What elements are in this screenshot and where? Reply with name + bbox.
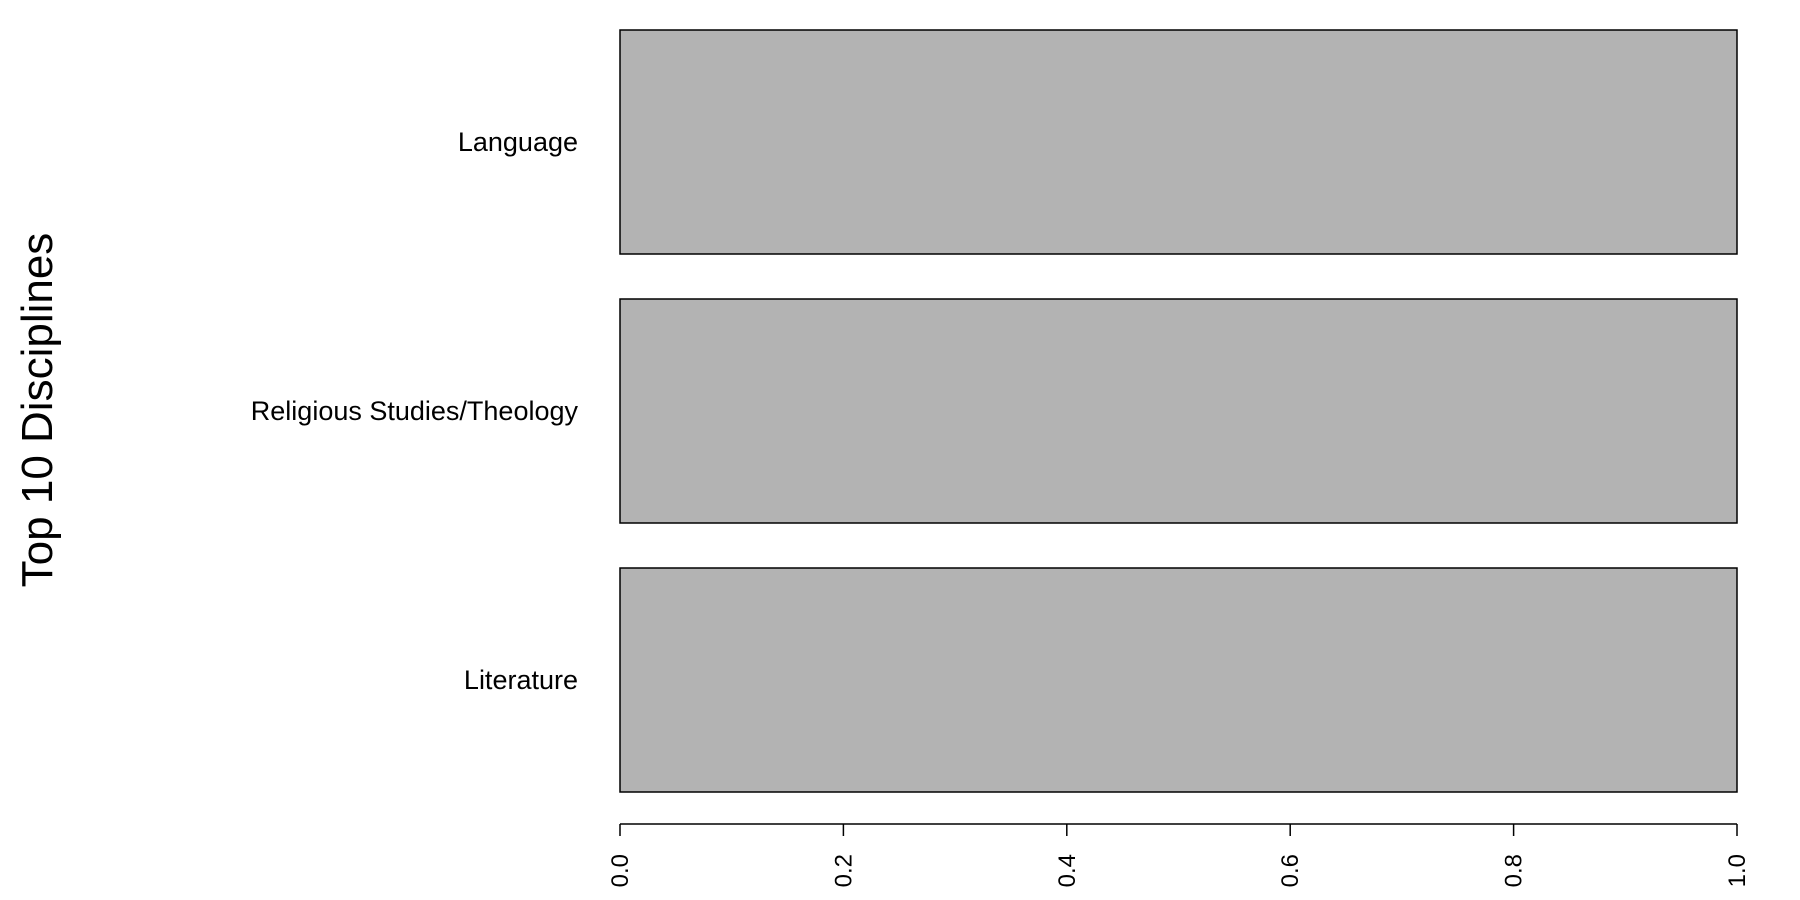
x-axis: 0.0 0.2 0.4 0.6 0.8 1.0 xyxy=(607,823,1751,887)
bars-group: Language Religious Studies/Theology Litera… xyxy=(251,29,1738,793)
category-label: Literature xyxy=(464,665,578,695)
category-label: Religious Studies/Theology xyxy=(251,396,579,426)
bar-language xyxy=(619,29,1738,255)
x-tick-label: 0.0 xyxy=(607,854,634,887)
bar-religious-studies-theology xyxy=(619,298,1738,524)
category-label: Language xyxy=(458,127,578,157)
x-tick-label: 0.6 xyxy=(1277,854,1304,887)
x-tick-label: 0.2 xyxy=(830,854,857,887)
x-tick-label: 0.4 xyxy=(1054,854,1081,887)
bar-literature xyxy=(619,567,1738,793)
y-axis-label: Top 10 Disciplines xyxy=(13,233,62,588)
x-tick-label: 1.0 xyxy=(1724,854,1751,887)
x-tick-label: 0.8 xyxy=(1501,854,1528,887)
